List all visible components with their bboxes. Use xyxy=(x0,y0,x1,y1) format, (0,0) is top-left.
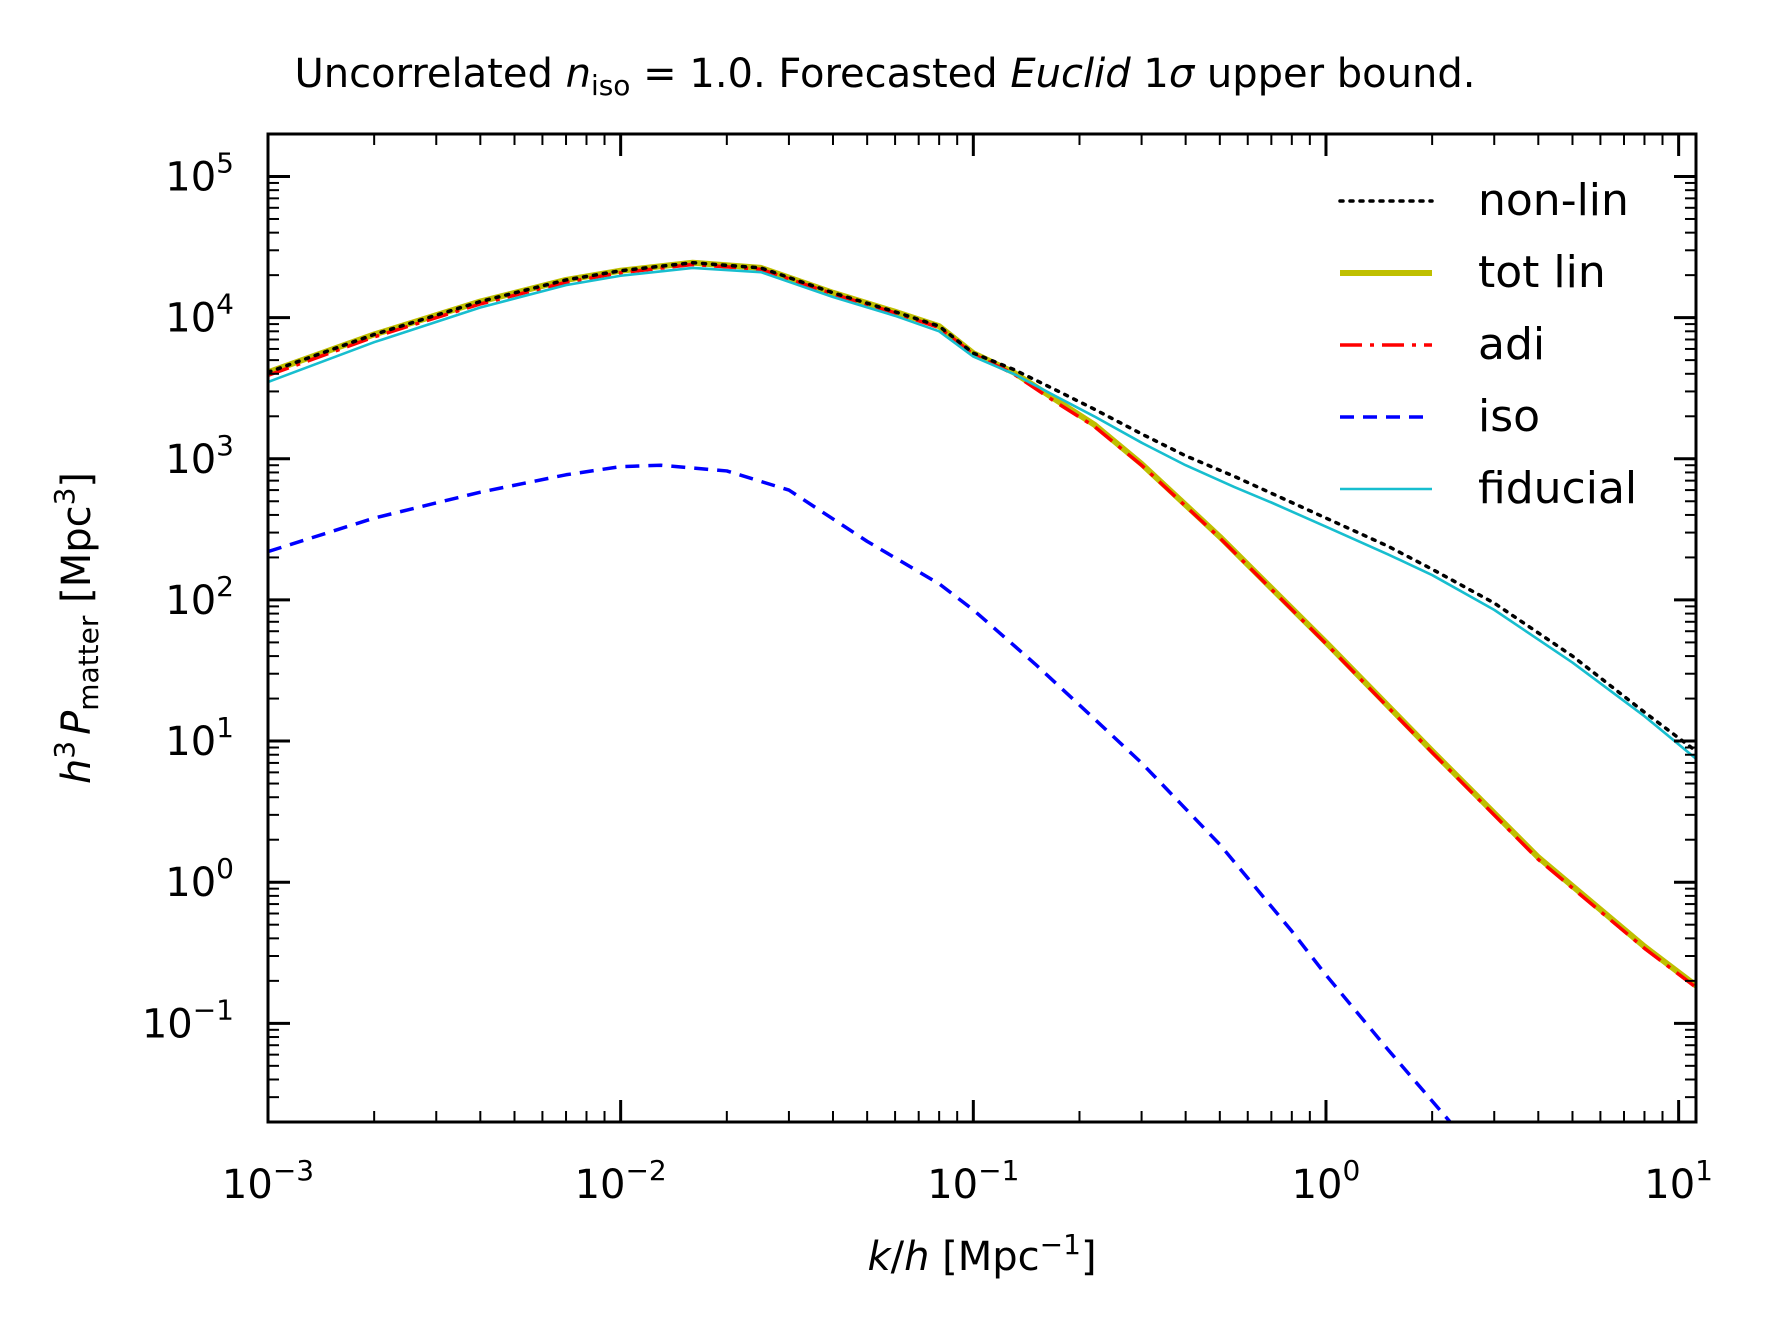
legend-label-fiducial: fiducial xyxy=(1478,463,1637,514)
legend-label-tot-lin: tot lin xyxy=(1478,247,1606,298)
series-layer xyxy=(268,259,1696,1122)
y-tick-label: 101 xyxy=(165,711,234,765)
tick-layer xyxy=(266,133,1696,1123)
y-tick-label: 104 xyxy=(165,288,234,342)
y-tick-labels: 10−1 100 101 102 103 104 105 xyxy=(142,146,234,1047)
y-axis-label: h3Pmatter [Mpc3] xyxy=(48,472,105,784)
chart-title: Uncorrelated niso = 1.0. Forecasted Eucl… xyxy=(295,51,1476,102)
series-line-adi xyxy=(268,262,1696,989)
series-line-tot-lin xyxy=(268,259,1696,989)
x-tick-label: 100 xyxy=(1292,1154,1361,1208)
plot-frame xyxy=(266,132,1698,1124)
x-tick-label: 10−2 xyxy=(575,1154,667,1208)
legend-label-iso: iso xyxy=(1478,391,1540,442)
x-axis-label: k/h [Mpc−1] xyxy=(867,1228,1096,1280)
y-tick-label: 10−1 xyxy=(142,993,234,1047)
x-tick-label: 101 xyxy=(1644,1154,1713,1208)
series-line-iso xyxy=(268,463,1452,1122)
x-tick-labels: 10−3 10−2 10−1 100 101 xyxy=(222,1154,1713,1208)
x-tick-label: 10−1 xyxy=(927,1154,1019,1208)
series-line-fiducial xyxy=(268,266,1696,760)
legend-label-non-lin: non-lin xyxy=(1478,175,1629,226)
series-line-non-lin xyxy=(268,260,1696,753)
y-tick-label: 100 xyxy=(165,852,234,906)
y-tick-label: 105 xyxy=(165,146,234,200)
x-tick-label: 10−3 xyxy=(222,1154,314,1208)
legend: non-lin tot lin adi iso fiducial xyxy=(1338,175,1637,514)
legend-label-adi: adi xyxy=(1478,319,1545,370)
y-tick-label: 102 xyxy=(165,570,234,624)
y-tick-label: 103 xyxy=(165,429,234,483)
